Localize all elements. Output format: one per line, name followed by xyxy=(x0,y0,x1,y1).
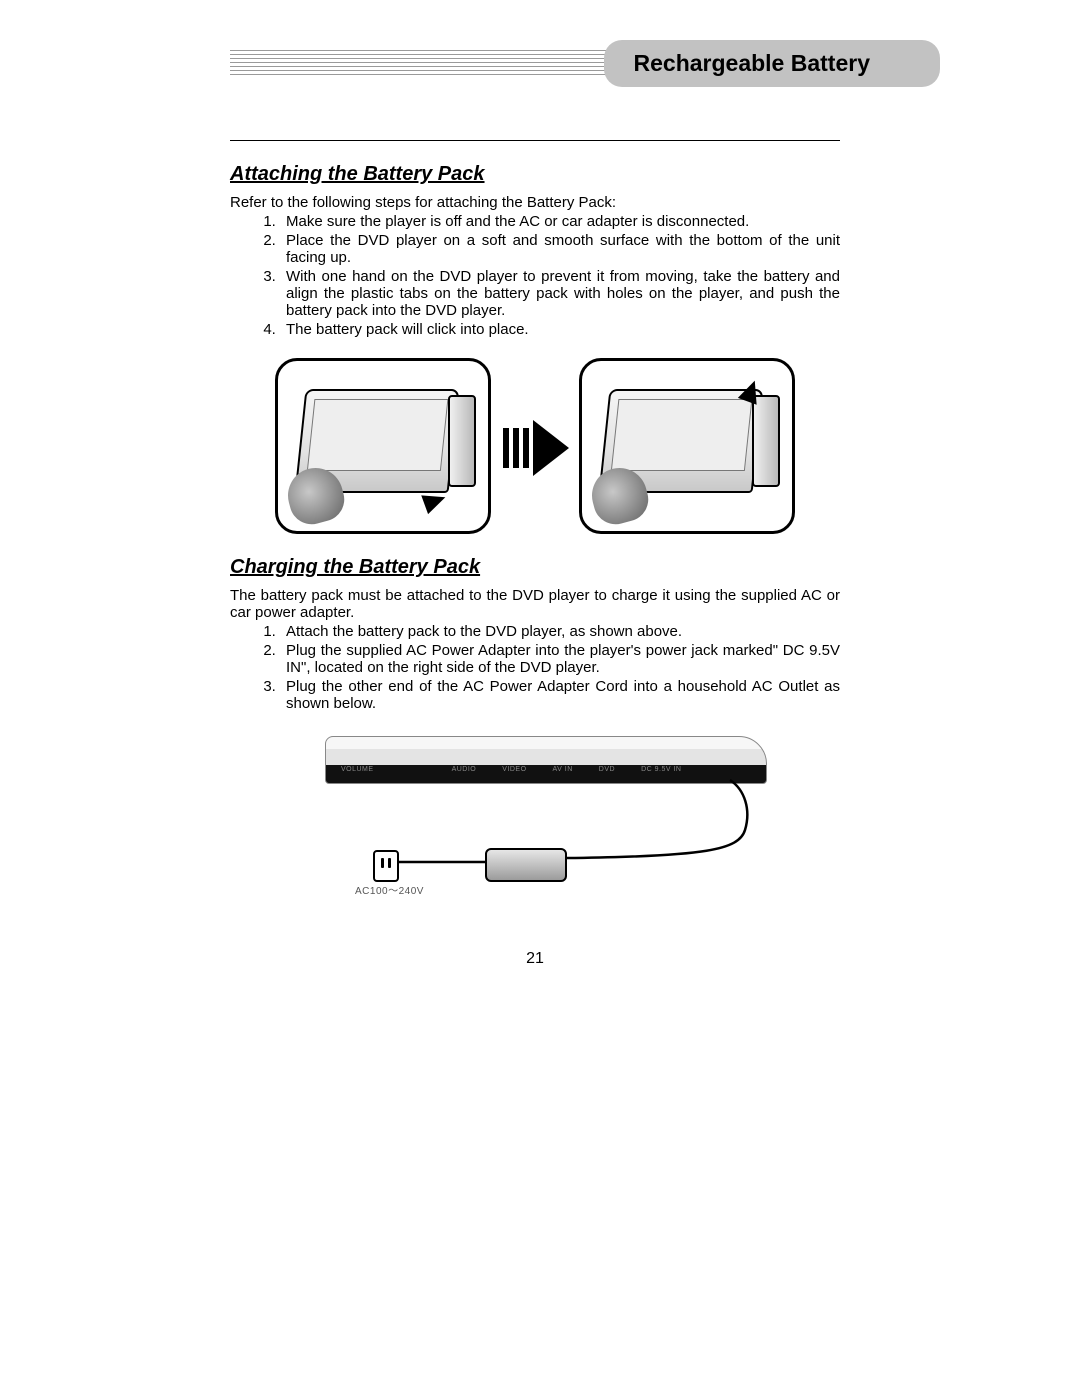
figure-attach-battery xyxy=(275,358,795,538)
list-item: With one hand on the DVD player to preve… xyxy=(280,268,840,319)
battery-pack-icon xyxy=(448,395,476,487)
section-title-charge: Charging the Battery Pack xyxy=(230,556,840,579)
power-cable-icon xyxy=(275,730,795,920)
section2-intro: The battery pack must be attached to the… xyxy=(230,587,840,621)
ac-adapter-icon xyxy=(485,848,567,882)
page-title-pill: Rechargeable Battery xyxy=(604,40,941,87)
section2-steps: Attach the battery pack to the DVD playe… xyxy=(230,623,840,712)
section-title-attach: Attaching the Battery Pack xyxy=(230,163,840,186)
figure-charge-battery: VOLUME AUDIO VIDEO AV IN DVD DC 9.5V IN … xyxy=(275,730,795,920)
page-header: Rechargeable Battery xyxy=(230,40,900,110)
page-title: Rechargeable Battery xyxy=(634,50,871,76)
list-item: The battery pack will click into place. xyxy=(280,321,840,338)
list-item: Plug the supplied AC Power Adapter into … xyxy=(280,642,840,676)
page-number: 21 xyxy=(230,950,840,968)
wall-plug-icon xyxy=(373,850,399,882)
section1-steps: Make sure the player is off and the AC o… xyxy=(230,213,840,338)
list-item: Plug the other end of the AC Power Adapt… xyxy=(280,678,840,712)
plug-voltage-label: AC100～240V xyxy=(355,882,424,897)
page-content: Attaching the Battery Pack Refer to the … xyxy=(230,140,840,968)
list-item: Place the DVD player on a soft and smoot… xyxy=(280,232,840,266)
battery-pack-icon xyxy=(752,395,780,487)
figure1-panel-before xyxy=(275,358,491,534)
transition-arrow-icon xyxy=(503,420,569,476)
figure1-panel-after xyxy=(579,358,795,534)
header-separator xyxy=(230,140,840,141)
section1-intro: Refer to the following steps for attachi… xyxy=(230,194,840,211)
list-item: Attach the battery pack to the DVD playe… xyxy=(280,623,840,640)
list-item: Make sure the player is off and the AC o… xyxy=(280,213,840,230)
manual-page: Rechargeable Battery Attaching the Batte… xyxy=(0,0,1080,1397)
